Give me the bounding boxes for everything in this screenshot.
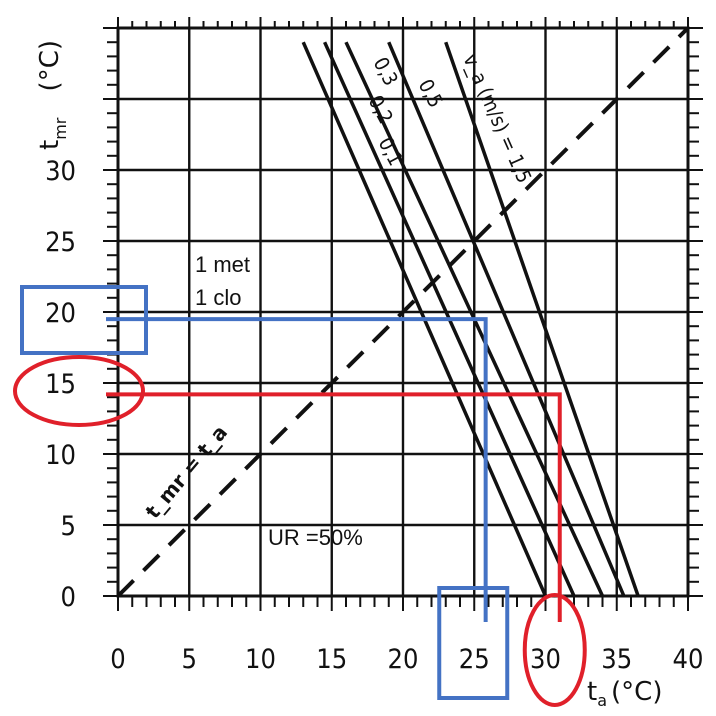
y-axis-subscript: mr <box>51 117 70 140</box>
x-tick-label: 40 <box>673 644 704 675</box>
y-value-highlight-ellipse <box>13 355 145 427</box>
y-tick-labels: 0 5 10 15 20 25 30 <box>45 156 76 613</box>
highlight-path-1 <box>106 392 562 622</box>
y-tick-label: 30 <box>45 156 76 187</box>
series-line-3 <box>387 41 626 597</box>
series-line-4 <box>444 41 640 597</box>
y-tick-label: 5 <box>61 511 76 542</box>
y-tick-label: 25 <box>45 227 76 258</box>
y-value-highlight-box <box>20 285 148 355</box>
x-tick-labels: 0 5 10 15 20 25 30 35 40 <box>110 644 703 675</box>
plot-frame <box>103 17 703 611</box>
y-axis-name: tmr <box>35 117 70 150</box>
clo-annotation: 1 clo <box>195 285 241 310</box>
humidity-annotation: UR =50% <box>268 525 363 550</box>
x-tick-label: 25 <box>459 644 490 675</box>
y-axis-label: (°C) <box>35 40 65 91</box>
svg-text:tmr: tmr <box>35 117 70 150</box>
x-tick-label: 20 <box>388 644 419 675</box>
x-tick-label: 10 <box>245 644 276 675</box>
x-axis-label: ta (°C) <box>587 677 662 710</box>
reference-dashed-line <box>116 26 690 598</box>
x-value-highlight-ellipse <box>522 593 587 707</box>
reference-line <box>116 26 690 598</box>
curve-label-0-5: 0,5 <box>414 75 449 112</box>
x-tick-label: 5 <box>182 644 197 675</box>
x-tick-label: 0 <box>110 644 125 675</box>
x-axis-subscript: a <box>597 691 607 710</box>
x-value-highlight-box <box>437 586 510 700</box>
x-tick-label: 30 <box>530 644 561 675</box>
y-tick-label: 20 <box>45 298 76 329</box>
y-tick-label: 0 <box>61 582 76 613</box>
x-tick-label: 15 <box>316 644 347 675</box>
highlight-markers <box>13 285 587 707</box>
x-axis-symbol: t <box>587 677 597 707</box>
highlight-path-0 <box>106 317 488 622</box>
reference-line-label: t_mr = t_a <box>140 420 232 523</box>
y-tick-label: 15 <box>45 369 76 400</box>
y-tick-label: 10 <box>45 440 76 471</box>
grid <box>118 28 688 596</box>
y-axis-unit: (°C) <box>35 40 65 91</box>
y-axis-symbol: t <box>35 140 65 150</box>
svg-text:(°C): (°C) <box>35 40 65 91</box>
x-tick-label: 35 <box>601 644 632 675</box>
met-annotation: 1 met <box>195 252 250 277</box>
x-axis-unit: (°C) <box>611 677 662 707</box>
curve-label-0-2: 0,2 <box>364 91 399 128</box>
curve-label-0-3: 0,3 <box>369 53 404 90</box>
curve-label-va: v_a (m/s) = 1,5 <box>458 50 536 186</box>
